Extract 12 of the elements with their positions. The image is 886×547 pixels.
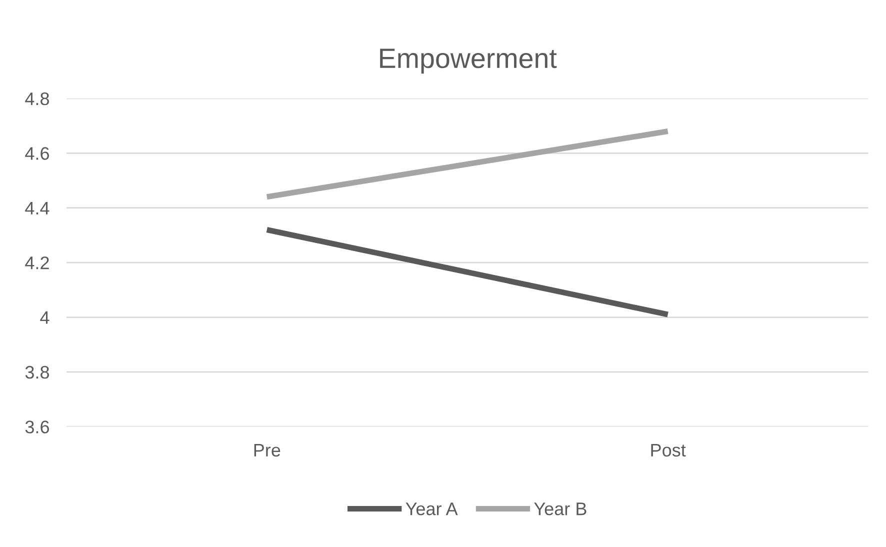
legend-label: Year B [534, 502, 586, 516]
y-tick-label: 3.6 [25, 420, 49, 434]
x-tick-label: Post [651, 444, 686, 457]
y-tick-label: 4.8 [25, 92, 49, 106]
y-tick-label: 4.4 [25, 202, 50, 214]
y-tick-label: 4 [40, 311, 50, 324]
y-tick-label: 4.6 [25, 147, 49, 160]
chart-title: Empowerment [380, 48, 557, 74]
legend-label: Year A [406, 502, 458, 516]
y-tick-label: 3.8 [25, 366, 49, 379]
y-tick-label: 4.2 [25, 256, 49, 270]
x-tick-label: Pre [254, 444, 280, 457]
